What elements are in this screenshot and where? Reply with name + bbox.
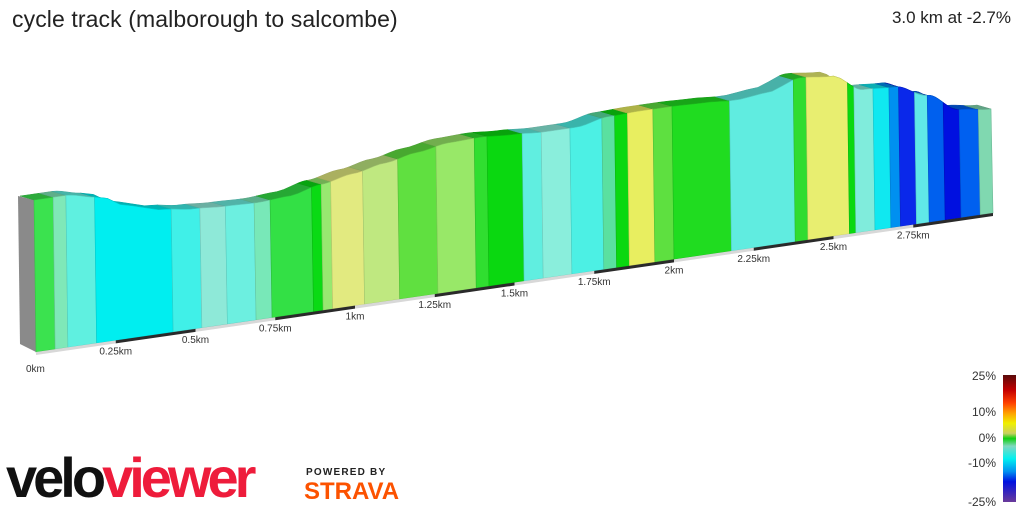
powered-by-text: POWERED BY [306, 467, 387, 478]
distance-tick-label: 1.5km [501, 289, 528, 300]
distance-scale-bar [594, 259, 674, 274]
distance-scale-bar [913, 213, 993, 228]
profile-gradient-segment [977, 108, 994, 216]
legend-colorbar [1003, 375, 1016, 502]
profile-gradient-segment [486, 133, 525, 287]
profile-gradient-segment [601, 115, 617, 270]
gradient-legend: 25% 10% 0% -10% -25% [968, 369, 1016, 509]
distance-scale-bar [833, 224, 914, 240]
profile-gradient-segment [569, 117, 605, 275]
profile-gradient-segment [65, 194, 97, 348]
profile-gradient-segment [199, 205, 228, 329]
profile-gradient-segment [888, 86, 901, 229]
profile-gradient-segment [362, 158, 400, 305]
profile-side-face [18, 196, 36, 352]
profile-gradient-segment [94, 196, 174, 344]
profile-gradient-segment [330, 170, 365, 310]
distance-scale-bar [355, 294, 435, 309]
profile-gradient-segment [269, 186, 314, 319]
distance-scale-bar [36, 340, 116, 355]
distance-scale-bar [753, 236, 834, 251]
profile-gradient-segment [805, 75, 850, 241]
strava-logo[interactable]: STRAVA [304, 478, 400, 505]
profile-gradient-segment [397, 145, 439, 300]
profile-gradient-segment [614, 112, 630, 269]
distance-scale-bar [195, 317, 276, 332]
distance-tick-label: 0.75km [259, 323, 292, 334]
profile-gradient-segment [170, 207, 203, 333]
distance-tick-label: 1.75km [578, 277, 611, 288]
distance-scale-bar [674, 247, 754, 263]
distance-scale-bar [275, 305, 355, 321]
profile-gradient-segment [926, 94, 946, 223]
distance-tick-label: 0km [26, 364, 45, 375]
legend-tick-label: 0% [979, 431, 997, 445]
distance-tick-label: 2km [665, 265, 684, 276]
profile-gradient-segment [652, 105, 675, 263]
distance-scale-bar [514, 270, 595, 286]
profile-gradient-segment [872, 87, 892, 231]
profile-gradient-segment [942, 101, 962, 221]
legend-tick-label: 10% [972, 405, 996, 419]
distance-tick-label: 2.5km [820, 242, 847, 253]
chart-title: cycle track (malborough to salcombe) [12, 6, 398, 32]
profile-gradient-segment [253, 199, 273, 321]
legend-tick-label: 25% [972, 369, 996, 383]
profile-gradient-segment [52, 195, 69, 350]
distance-axis: 0km 0.25km 0.5km 0.75km 1km 1.25km 1.5km 1.75km… [26, 213, 993, 375]
distance-tick-label: 1km [346, 312, 365, 323]
elevation-profile [18, 71, 994, 353]
profile-gradient-segment [540, 127, 573, 279]
legend-tick-label: -10% [968, 456, 996, 470]
profile-gradient-segment [671, 100, 732, 260]
profile-gradient-segment [853, 86, 876, 234]
profile-gradient-segment [473, 136, 490, 289]
profile-gradient-segment [914, 92, 930, 225]
distance-scale-bar [115, 328, 196, 344]
logo-velo-text: velo [6, 446, 106, 509]
distance-tick-label: 2.75km [897, 231, 930, 242]
distance-tick-label: 0.5km [182, 335, 209, 346]
profile-gradient-segment [435, 137, 477, 294]
profile-gradient-segment [729, 79, 796, 252]
distance-tick-label: 0.25km [99, 346, 132, 357]
route-summary: 3.0 km at -2.7% [891, 8, 1011, 27]
profile-gradient-segment [898, 86, 917, 227]
veloviewer-logo[interactable]: veloviewer [6, 450, 256, 506]
profile-gradient-segment [958, 108, 981, 218]
legend-tick-label: -25% [968, 495, 996, 509]
distance-tick-label: 2.25km [737, 254, 770, 265]
profile-gradient-segment [627, 108, 656, 267]
profile-gradient-segment [792, 76, 809, 243]
distance-tick-label: 1.25km [418, 300, 451, 311]
logo-viewer-text: viewer [102, 446, 256, 509]
profile-gradient-segment [521, 131, 544, 282]
distance-scale-bar [434, 282, 515, 298]
profile-gradient-segment [33, 196, 56, 353]
profile-gradient-segment [225, 202, 257, 325]
profile-gradient-segment [320, 181, 333, 311]
